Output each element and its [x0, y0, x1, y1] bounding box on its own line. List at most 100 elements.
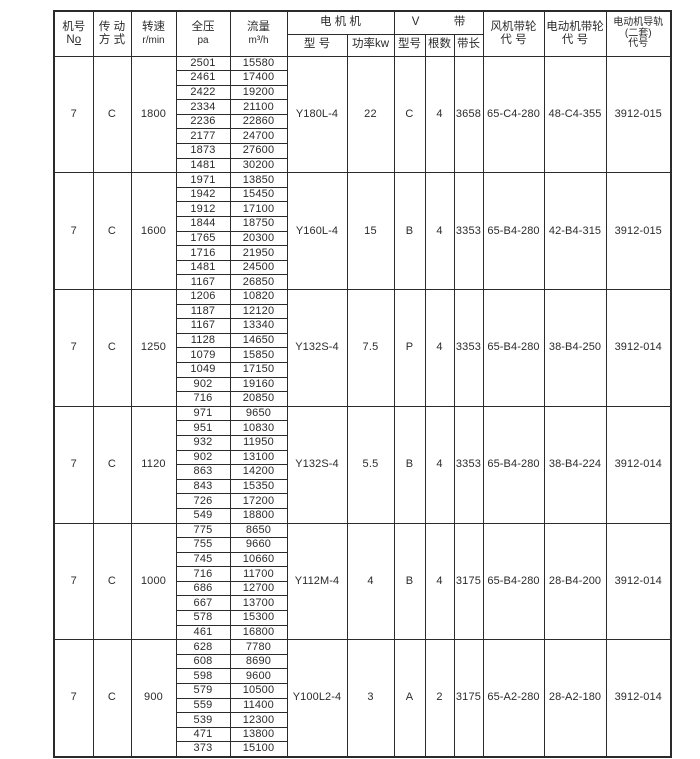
- motor-pulley-cell: 38-B4-250: [543, 289, 607, 407]
- pressure-flow-row: 1167 13340: [54, 318, 671, 334]
- flow-cell: 10660: [229, 551, 288, 568]
- flow-cell: 24700: [229, 128, 288, 145]
- pressure-cell: 902: [175, 376, 231, 393]
- flow-cell: 17400: [229, 70, 288, 86]
- rail-cell: 3912-014: [605, 522, 672, 641]
- spec-block-first-row: 7 C 1800 2501 15580 Y180L-4 22 C 4 3658 65-C4-280 4…: [53, 55, 672, 174]
- vbelt-v-label: V: [411, 16, 420, 29]
- pressure-cell: 1206: [175, 289, 231, 305]
- pressure-flow-row: 373 15100: [54, 741, 671, 757]
- pressure-cell: 863: [175, 464, 231, 480]
- col-header-flow: 流量 m³/h: [229, 10, 288, 57]
- belt-length-cell: 3353: [453, 289, 484, 407]
- flow-cell: 10500: [229, 683, 288, 699]
- pressure-cell: 902: [175, 449, 231, 466]
- flow-cell: 13100: [229, 449, 288, 466]
- belt-type-cell: A: [393, 639, 426, 757]
- rail-cell: 3912-014: [605, 289, 672, 407]
- belt-length-cell: 3175: [453, 639, 484, 757]
- fan-motor-spec-table: 机号 No 传 动 方 式 转速 r/min 全压 pa 流量 m³/h: [53, 10, 672, 758]
- flow-cell: 21950: [229, 245, 288, 261]
- pressure-flow-row: 745 10660: [54, 551, 671, 568]
- flow-cell: 15580: [229, 55, 288, 72]
- motor-power-cell: 22: [346, 55, 395, 174]
- fan-pulley-cell: 65-A2-280: [482, 639, 545, 757]
- rail-cell: 3912-014: [605, 639, 672, 757]
- belt-count-cell: 2: [424, 639, 455, 757]
- motor-power-cell: 15: [346, 172, 395, 290]
- motor-power-cell: 4: [346, 522, 395, 641]
- pressure-cell: 1873: [175, 143, 231, 159]
- motor-pulley-cell: 28-B4-200: [543, 522, 607, 641]
- flow-cell: 15450: [229, 186, 288, 203]
- flow-cell: 19200: [229, 84, 288, 101]
- machine-no-label: 机号: [62, 20, 86, 33]
- belt-count-cell: 4: [424, 405, 455, 524]
- fan-pulley-cell: 65-C4-280: [482, 55, 545, 174]
- pressure-flow-row: 549 18800: [54, 507, 671, 524]
- rail-cell: 3912-015: [605, 172, 672, 290]
- pressure-cell: 2177: [175, 128, 231, 145]
- flow-cell: 26850: [229, 274, 288, 290]
- motor-model-cell: Y132S-4: [286, 405, 348, 524]
- flow-cell: 8650: [229, 522, 288, 539]
- flow-cell: 13340: [229, 318, 288, 334]
- spec-block-first-row: 7 C 900 628 7780 Y100L2-4 3 A 2 3175 65-A2-280 28-A…: [53, 639, 672, 757]
- belt-type-cell: C: [393, 55, 426, 174]
- flow-cell: 21100: [229, 99, 288, 115]
- belt-length-cell: 3353: [453, 405, 484, 524]
- pressure-cell: 1942: [175, 186, 231, 203]
- belt-length-cell: 3658: [453, 55, 484, 174]
- spec-block-first-row: 7 C 1120 971 9650 Y132S-4 5.5 B 4 3353 65-B4-280 38…: [53, 405, 672, 524]
- flow-cell: 16800: [229, 624, 288, 641]
- flow-cell: 15100: [229, 741, 288, 757]
- belt-count-cell: 4: [424, 289, 455, 407]
- pressure-cell: 471: [175, 726, 231, 743]
- flow-cell: 24500: [229, 259, 288, 276]
- pressure-flow-row: 1873 27600: [54, 143, 671, 159]
- flow-cell: 12700: [229, 580, 288, 597]
- pressure-flow-row: 578 15300: [54, 610, 671, 626]
- col-header-motor-power: 功率kw: [346, 33, 395, 57]
- pressure-cell: 745: [175, 551, 231, 568]
- speed-cell: 1600: [130, 172, 177, 290]
- pressure-cell: 1971: [175, 172, 231, 188]
- pressure-cell: 1716: [175, 245, 231, 261]
- machine-no-cell: 7: [53, 405, 94, 524]
- pressure-flow-row: 2177 24700: [54, 128, 671, 145]
- pressure-cell: 1167: [175, 274, 231, 290]
- pressure-cell: 1049: [175, 361, 231, 378]
- flow-cell: 17200: [229, 493, 288, 509]
- pressure-cell: 608: [175, 653, 231, 670]
- pressure-flow-row: 1765 20300: [54, 230, 671, 247]
- motor-model-cell: Y132S-4: [286, 289, 348, 407]
- belt-length-cell: 3353: [453, 172, 484, 290]
- machine-no-cell: 7: [53, 289, 94, 407]
- motor-power-cell: 3: [346, 639, 395, 757]
- vbelt-band-label: 带: [453, 16, 466, 29]
- pressure-cell: 843: [175, 478, 231, 495]
- machine-no-cell: 7: [53, 55, 94, 174]
- pressure-cell: 951: [175, 420, 231, 436]
- speed-cell: 1800: [130, 55, 177, 174]
- pressure-cell: 755: [175, 537, 231, 553]
- pressure-cell: 971: [175, 405, 231, 422]
- flow-cell: 15850: [229, 347, 288, 363]
- pressure-flow-row: 471 13800: [54, 726, 671, 743]
- pressure-flow-row: 2422 19200: [54, 84, 671, 101]
- flow-cell: 7780: [229, 639, 288, 655]
- machine-no-cell: 7: [53, 639, 94, 757]
- flow-cell: 15350: [229, 478, 288, 495]
- drive-mode-cell: C: [92, 639, 132, 757]
- fan-pulley-cell: 65-B4-280: [482, 522, 545, 641]
- flow-cell: 22860: [229, 113, 288, 130]
- flow-cell: 13700: [229, 595, 288, 612]
- pressure-cell: 1187: [175, 303, 231, 320]
- flow-cell: 14200: [229, 464, 288, 480]
- flow-cell: 20850: [229, 391, 288, 407]
- pressure-flow-row: 902 19160: [54, 376, 671, 393]
- belt-count-cell: 4: [424, 522, 455, 641]
- col-header-motor-pulley: 电动机带轮 代 号: [543, 10, 607, 57]
- pressure-cell: 2334: [175, 99, 231, 115]
- machine-no-cell: 7: [53, 522, 94, 641]
